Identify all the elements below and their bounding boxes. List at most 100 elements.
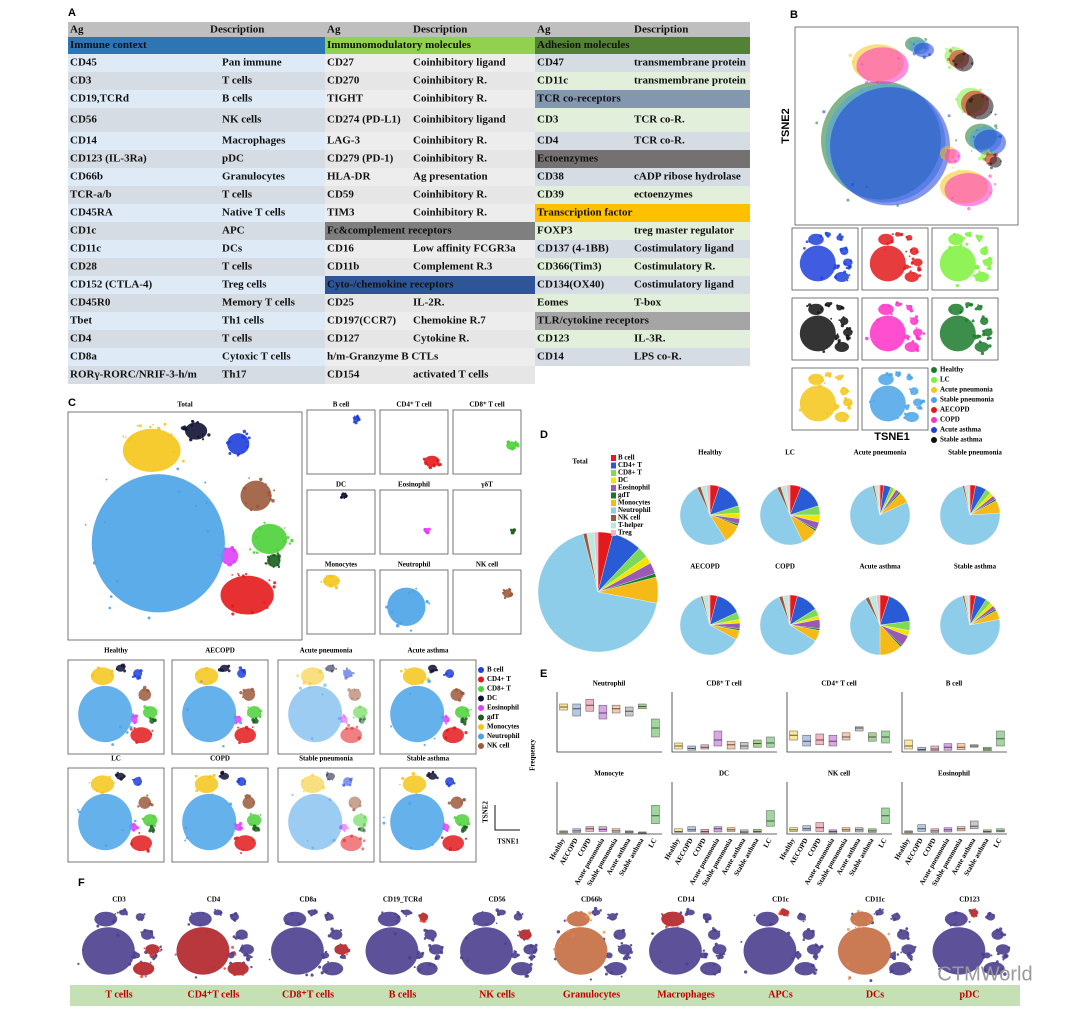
cluster-dot [324, 913, 328, 917]
cluster-dot [602, 930, 606, 934]
plot-frame [794, 26, 1019, 226]
legend-dot [478, 676, 484, 683]
cluster-dot [779, 912, 784, 916]
cluster-dot [846, 389, 850, 393]
cluster-dot [255, 536, 258, 539]
cluster-dot [82, 948, 84, 951]
table-row [535, 258, 750, 276]
cluster-dot [345, 726, 349, 730]
cluster-dot [434, 957, 438, 961]
cluster-dot [593, 914, 597, 917]
plot-title: Total [177, 401, 192, 409]
cluster-dot [845, 327, 849, 330]
cluster-dot [976, 334, 981, 338]
cluster-dot [881, 304, 884, 307]
description-cell: IL-3R. [634, 333, 666, 345]
cluster-dot [142, 685, 147, 690]
axis [786, 782, 892, 835]
cluster-dot [227, 564, 230, 567]
table-row [325, 330, 535, 348]
cluster-dot [137, 805, 140, 808]
pie-slice [876, 594, 881, 626]
cluster-dot [227, 669, 231, 673]
cluster-dot [325, 918, 329, 921]
cluster-dot [452, 781, 455, 784]
cluster-dot [968, 920, 971, 923]
cluster-dot [822, 110, 826, 114]
cluster-dot [846, 279, 849, 282]
cluster-dot [266, 555, 270, 559]
cluster-dot [985, 915, 989, 919]
cluster-dot [342, 713, 345, 717]
cluster-dot [431, 843, 434, 846]
pie-title: Total [572, 458, 587, 466]
cluster [340, 727, 363, 744]
plot-title: Healthy [104, 647, 128, 655]
panel-label: D [540, 429, 548, 441]
cluster-dot [439, 950, 444, 955]
cluster-dot [150, 803, 154, 807]
legend-label: CD4+ T [487, 675, 511, 683]
cluster-dot [846, 962, 849, 965]
cluster-dot [948, 245, 952, 250]
cluster-dot [885, 372, 889, 376]
cluster [227, 962, 249, 976]
cluster-dot [266, 490, 271, 495]
cluster-dot [151, 830, 155, 833]
cluster-dot [355, 725, 359, 729]
cluster [566, 911, 590, 927]
cluster-dot [343, 497, 346, 500]
cluster-dot [908, 968, 912, 972]
cluster-dot [903, 416, 906, 420]
cluster-dot [947, 114, 951, 118]
cluster-dot [829, 302, 833, 305]
cluster-dot [814, 958, 817, 961]
pie-slice [786, 484, 791, 516]
cluster-dot [325, 669, 328, 671]
box [651, 805, 660, 824]
box [802, 734, 811, 747]
description-cell: Th17 [222, 369, 247, 381]
legend-dot [478, 686, 484, 692]
cluster-dot [865, 185, 868, 189]
cluster-dot [445, 722, 448, 725]
cluster-dot [988, 267, 992, 271]
cluster-dot [954, 911, 958, 915]
cluster-dot [128, 962, 132, 966]
cluster-dot [268, 563, 271, 566]
table-row [325, 258, 535, 276]
cluster-dot [321, 955, 326, 960]
cluster-dot [407, 591, 411, 595]
legend-dot [478, 667, 484, 673]
cluster-dot [516, 953, 520, 957]
ag-cell: CD154 [327, 369, 360, 381]
cluster-dot [830, 372, 833, 375]
watermark: CTMWorld [937, 963, 1032, 985]
cluster-dot [798, 912, 803, 917]
cluster [227, 433, 250, 455]
cluster-dot [955, 139, 958, 142]
ag-cell: CD8a [70, 351, 97, 363]
cluster-dot [853, 920, 857, 924]
pie-slice [849, 485, 911, 546]
cluster-dot [232, 972, 237, 976]
ag-cell: CD47 [537, 57, 564, 69]
cluster [194, 775, 219, 793]
cluster-dot [895, 912, 899, 916]
plot-title: CD66b [581, 896, 602, 904]
tile-frame [379, 489, 449, 555]
tile-frame [861, 227, 929, 291]
cluster-dot [244, 502, 248, 505]
cluster-dot [980, 305, 983, 308]
cluster-dot [906, 936, 910, 941]
description-cell: Native T cells [222, 207, 286, 219]
cluster-dot [440, 945, 444, 949]
cluster [343, 669, 353, 678]
cluster [799, 385, 836, 422]
cluster-dot [427, 771, 431, 775]
pie-title: AECOPD [690, 563, 720, 571]
cluster-dot [135, 714, 139, 718]
cluster-dot [846, 198, 850, 202]
cluster-dot [589, 978, 593, 981]
description-cell: T cells [222, 189, 253, 201]
